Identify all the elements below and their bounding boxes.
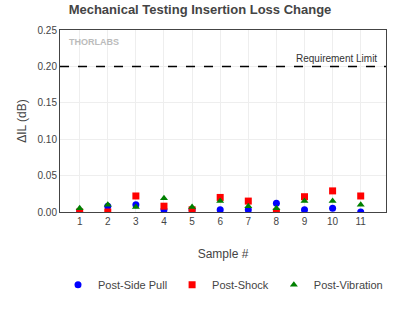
svg-text:0.25: 0.25 [38,25,58,36]
svg-text:Post-Shock: Post-Shock [212,279,269,291]
svg-text:Sample #: Sample # [198,247,249,261]
svg-text:Mechanical Testing Insertion L: Mechanical Testing Insertion Loss Change [69,2,332,17]
svg-text:0.15: 0.15 [38,97,58,108]
svg-text:6: 6 [217,216,223,227]
svg-text:0.10: 0.10 [38,134,58,145]
svg-text:THORLABS: THORLABS [69,37,119,47]
svg-text:7: 7 [246,216,252,227]
svg-text:3: 3 [133,216,139,227]
svg-text:1: 1 [77,216,83,227]
svg-text:Post-Vibration: Post-Vibration [314,279,383,291]
svg-text:9: 9 [302,216,308,227]
svg-text:4: 4 [161,216,167,227]
svg-text:5: 5 [189,216,195,227]
svg-text:8: 8 [274,216,280,227]
svg-text:0.00: 0.00 [38,207,58,218]
svg-text:10: 10 [327,216,339,227]
svg-text:ΔIL (dB): ΔIL (dB) [15,99,29,143]
svg-text:0.20: 0.20 [38,61,58,72]
svg-text:2: 2 [105,216,111,227]
svg-text:11: 11 [356,216,367,227]
svg-text:0.05: 0.05 [38,170,58,181]
svg-text:Post-Side Pull: Post-Side Pull [98,279,167,291]
svg-text:Requirement Limit: Requirement Limit [296,53,377,64]
